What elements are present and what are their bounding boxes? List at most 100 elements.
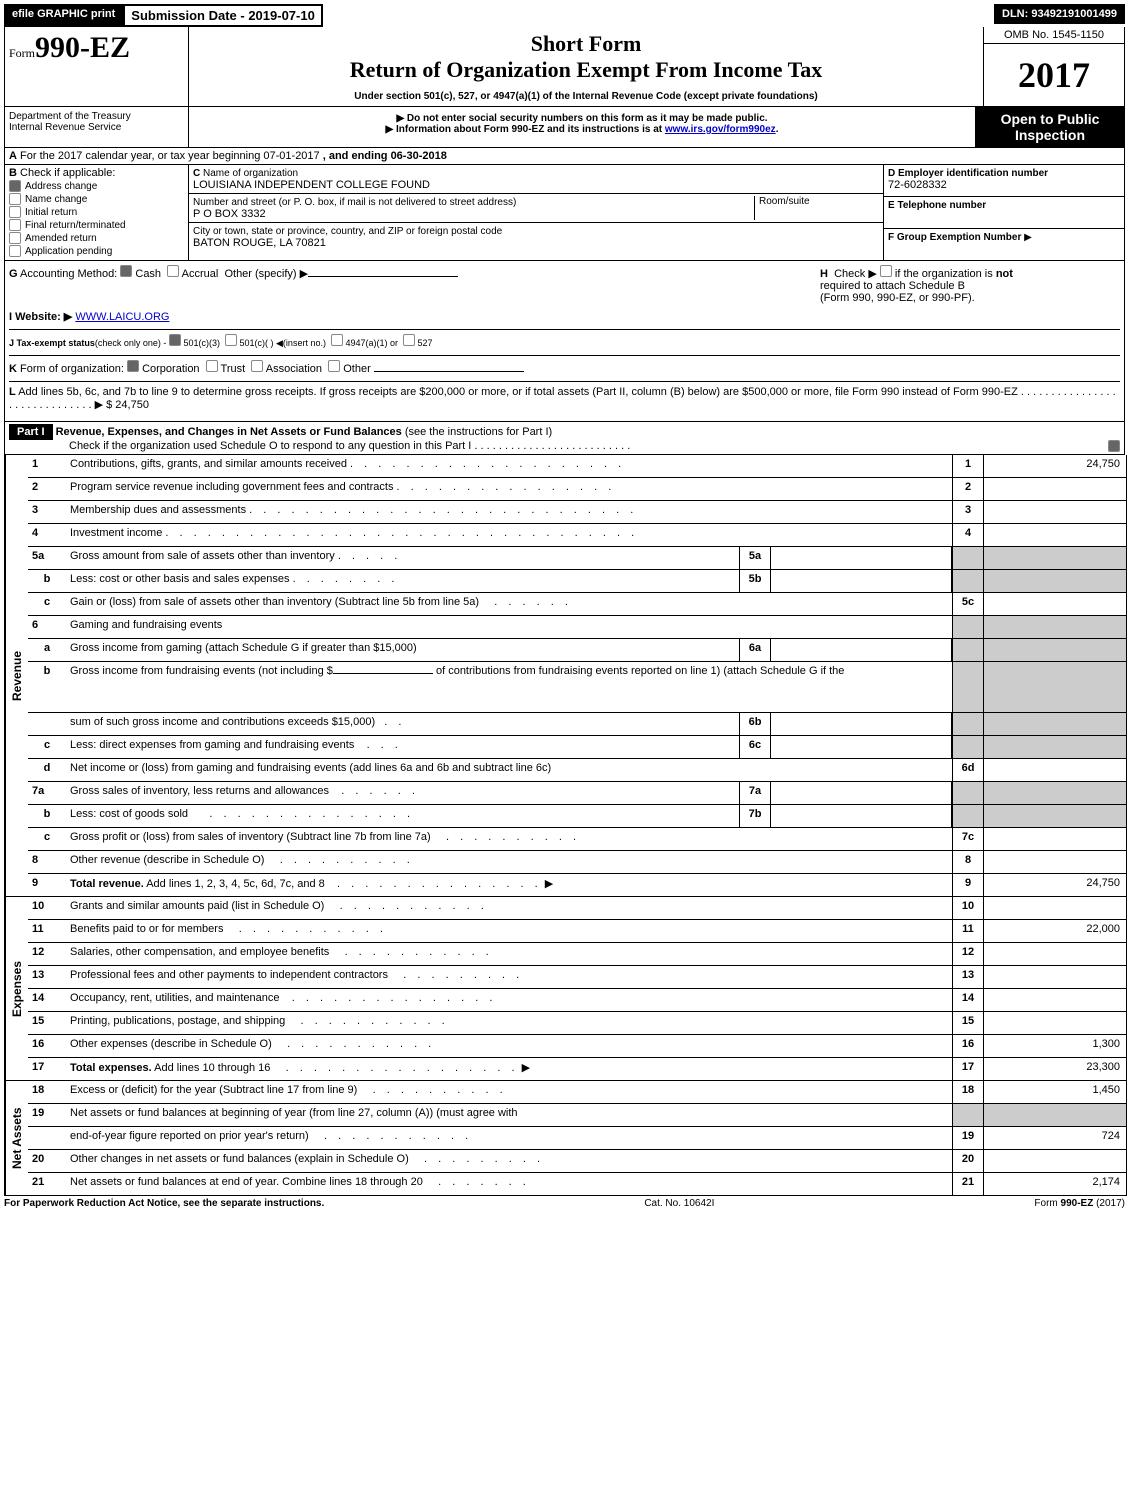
dots: . . . . . . . . . . . . . . . xyxy=(337,878,542,890)
cb-schedule-o[interactable] xyxy=(1108,440,1120,452)
header-notes: ▶ Do not enter social security numbers o… xyxy=(189,107,975,147)
right-num-gray xyxy=(952,1104,984,1126)
cb-accrual[interactable] xyxy=(167,265,179,277)
cb-initial-return[interactable]: Initial return xyxy=(9,206,184,218)
cb-cash[interactable] xyxy=(120,265,132,277)
right-val xyxy=(984,828,1126,850)
cb-name-change[interactable]: Name change xyxy=(9,193,184,205)
desc-text: Net assets or fund balances at end of ye… xyxy=(70,1176,423,1188)
line-16: 16 Other expenses (describe in Schedule … xyxy=(28,1035,1126,1058)
right-val xyxy=(984,1012,1126,1034)
cb-amended-return[interactable]: Amended return xyxy=(9,232,184,244)
cb-4947[interactable] xyxy=(331,334,343,346)
line-desc: Less: direct expenses from gaming and fu… xyxy=(66,736,739,758)
line-desc: Occupancy, rent, utilities, and maintena… xyxy=(66,989,952,1011)
dots: . . . . . . . . . xyxy=(424,1153,544,1165)
desc-text: Gross sales of inventory, less returns a… xyxy=(70,785,329,797)
cb-501c3[interactable] xyxy=(169,334,181,346)
right-val: 23,300 xyxy=(984,1058,1126,1080)
dots: . . . . . . . . . . xyxy=(446,831,580,843)
cb-application-pending[interactable]: Application pending xyxy=(9,245,184,257)
dots: . . . . . . . . . . . xyxy=(301,1015,449,1027)
line-num: 16 xyxy=(28,1035,66,1057)
cb-527[interactable] xyxy=(403,334,415,346)
street-main: Number and street (or P. O. box, if mail… xyxy=(193,196,754,220)
cb-other-org[interactable] xyxy=(328,360,340,372)
right-num: 14 xyxy=(952,989,984,1011)
header-title-block: Short Form Return of Organization Exempt… xyxy=(189,27,983,106)
line-5b: b Less: cost or other basis and sales ex… xyxy=(28,570,1126,593)
line-num: 1 xyxy=(28,455,66,477)
cb-trust[interactable] xyxy=(206,360,218,372)
line-desc: end-of-year figure reported on prior yea… xyxy=(66,1127,952,1149)
irs-link[interactable]: www.irs.gov/form990ez xyxy=(665,124,776,135)
k-opt2: Association xyxy=(266,363,322,375)
line-11: 11 Benefits paid to or for members . . .… xyxy=(28,920,1126,943)
open-to-public-badge: Open to Public Inspection xyxy=(975,107,1124,147)
website-link[interactable]: WWW.LAICU.ORG xyxy=(75,311,169,323)
l-amount: $ 24,750 xyxy=(106,399,149,411)
line-num: 9 xyxy=(28,874,66,896)
h-label: H xyxy=(820,268,828,280)
cb-final-return[interactable]: Final return/terminated xyxy=(9,219,184,231)
city-cell: City or town, state or province, country… xyxy=(189,223,883,251)
right-num-gray xyxy=(952,570,984,592)
line-desc: Benefits paid to or for members . . . . … xyxy=(66,920,952,942)
form-header: Form990-EZ Short Form Return of Organiza… xyxy=(4,27,1125,107)
mid-val xyxy=(771,805,952,827)
right-num: 6d xyxy=(952,759,984,781)
section-e: E Telephone number xyxy=(884,197,1124,229)
cb-501c[interactable] xyxy=(225,334,237,346)
line-21: 21 Net assets or fund balances at end of… xyxy=(28,1173,1126,1195)
line-19-bottom: end-of-year figure reported on prior yea… xyxy=(28,1127,1126,1150)
mid-num: 6a xyxy=(739,639,771,661)
right-val xyxy=(984,524,1126,546)
line-12: 12 Salaries, other compensation, and emp… xyxy=(28,943,1126,966)
line-num: 19 xyxy=(28,1104,66,1126)
desc-text: Gross profit or (loss) from sales of inv… xyxy=(70,831,431,843)
vtab-net-assets: Net Assets xyxy=(5,1081,28,1195)
net-assets-block: Net Assets 18 Excess or (deficit) for th… xyxy=(5,1080,1126,1195)
page-footer: For Paperwork Reduction Act Notice, see … xyxy=(4,1196,1125,1211)
text-a: For the 2017 calendar year, or tax year … xyxy=(20,150,320,162)
line-desc: Program service revenue including govern… xyxy=(66,478,952,500)
cb-h[interactable] xyxy=(880,265,892,277)
right-num: 3 xyxy=(952,501,984,523)
line-desc: Membership dues and assessments . . . . … xyxy=(66,501,952,523)
line-17: 17 Total expenses. Add lines 10 through … xyxy=(28,1058,1126,1080)
room-suite-label: Room/suite xyxy=(754,196,879,220)
line-num: 10 xyxy=(28,897,66,919)
desc-text: Professional fees and other payments to … xyxy=(70,969,388,981)
section-k: K Form of organization: Corporation Trus… xyxy=(9,355,1120,375)
part1-badge: Part I xyxy=(9,424,53,440)
part1-check-text: Check if the organization used Schedule … xyxy=(69,440,471,452)
line-num: 13 xyxy=(28,966,66,988)
note-ssn: ▶ Do not enter social security numbers o… xyxy=(195,113,969,124)
cb-corp[interactable] xyxy=(127,360,139,372)
line-desc: Contributions, gifts, grants, and simila… xyxy=(66,455,952,477)
line-num: 11 xyxy=(28,920,66,942)
line-desc: Investment income . . . . . . . . . . . … xyxy=(66,524,952,546)
h-text1: Check ▶ xyxy=(834,268,877,280)
j-opt1: 501(c)(3) xyxy=(183,338,220,348)
mid-val xyxy=(771,570,952,592)
j-opt3: 4947(a)(1) or xyxy=(345,338,398,348)
line-desc: Printing, publications, postage, and shi… xyxy=(66,1012,952,1034)
right-val-gray xyxy=(984,616,1126,638)
dept-line1: Department of the Treasury xyxy=(9,111,184,122)
other-org-line xyxy=(374,371,524,372)
line-desc: Gross income from gaming (attach Schedul… xyxy=(66,639,739,661)
expenses-block: Expenses 10 Grants and similar amounts p… xyxy=(5,896,1126,1080)
right-num-gray xyxy=(952,639,984,661)
right-val xyxy=(984,1150,1126,1172)
right-num-gray xyxy=(952,547,984,569)
cb-assoc[interactable] xyxy=(251,360,263,372)
mid-num: 5a xyxy=(739,547,771,569)
cb-address-change[interactable]: Address change xyxy=(9,180,184,192)
right-val: 22,000 xyxy=(984,920,1126,942)
line-desc: Total revenue. Add lines 1, 2, 3, 4, 5c,… xyxy=(66,874,952,896)
line-num: d xyxy=(28,759,66,781)
desc-text: Benefits paid to or for members xyxy=(70,923,223,935)
footer-mid: Cat. No. 10642I xyxy=(644,1198,714,1209)
line-desc: Gross income from fundraising events (no… xyxy=(66,662,952,712)
